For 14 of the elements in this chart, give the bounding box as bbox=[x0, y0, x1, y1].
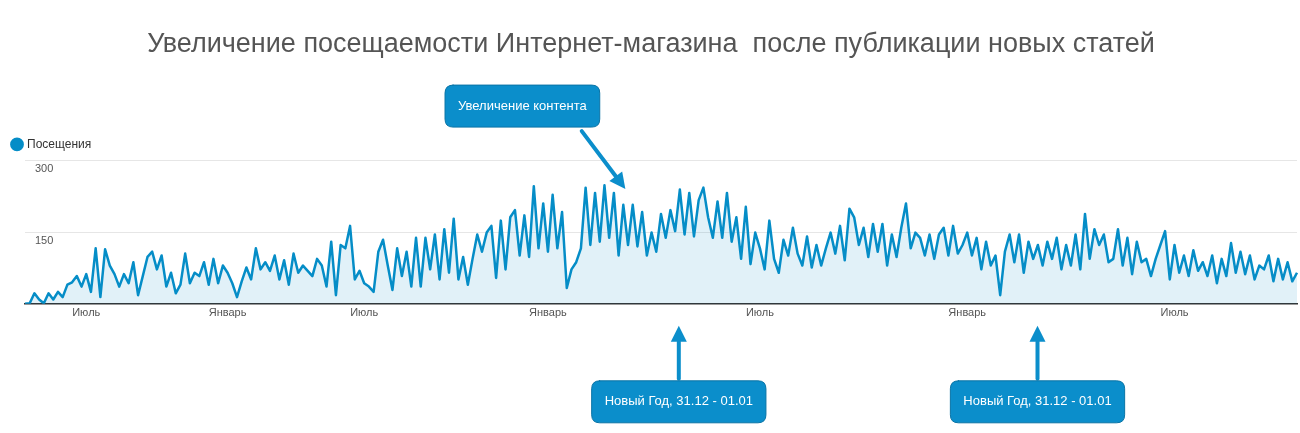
x-tick-label: Июль bbox=[350, 306, 379, 319]
y-tick-label: 300 bbox=[35, 162, 54, 175]
text: Новый Год, 31.12 - 01.01 bbox=[963, 393, 1112, 409]
x-tick-label: Январь bbox=[948, 306, 987, 319]
legend-label: Посещения bbox=[27, 136, 92, 151]
y-tick-label: 150 bbox=[35, 234, 54, 247]
x-tick-label: Январь bbox=[529, 306, 568, 319]
x-tick-label: Январь bbox=[208, 306, 247, 319]
chart-title: Увеличение посещаемости Интернет-магазина после публикации новых статей bbox=[147, 27, 1155, 58]
x-tick-label: Июль bbox=[745, 306, 775, 319]
x-tick-label: Июль bbox=[72, 306, 101, 319]
text: Увеличение контента bbox=[458, 97, 588, 113]
x-tick-label: Июль bbox=[1160, 306, 1189, 319]
text: Новый Год, 31.12 - 01.01 bbox=[604, 393, 753, 409]
